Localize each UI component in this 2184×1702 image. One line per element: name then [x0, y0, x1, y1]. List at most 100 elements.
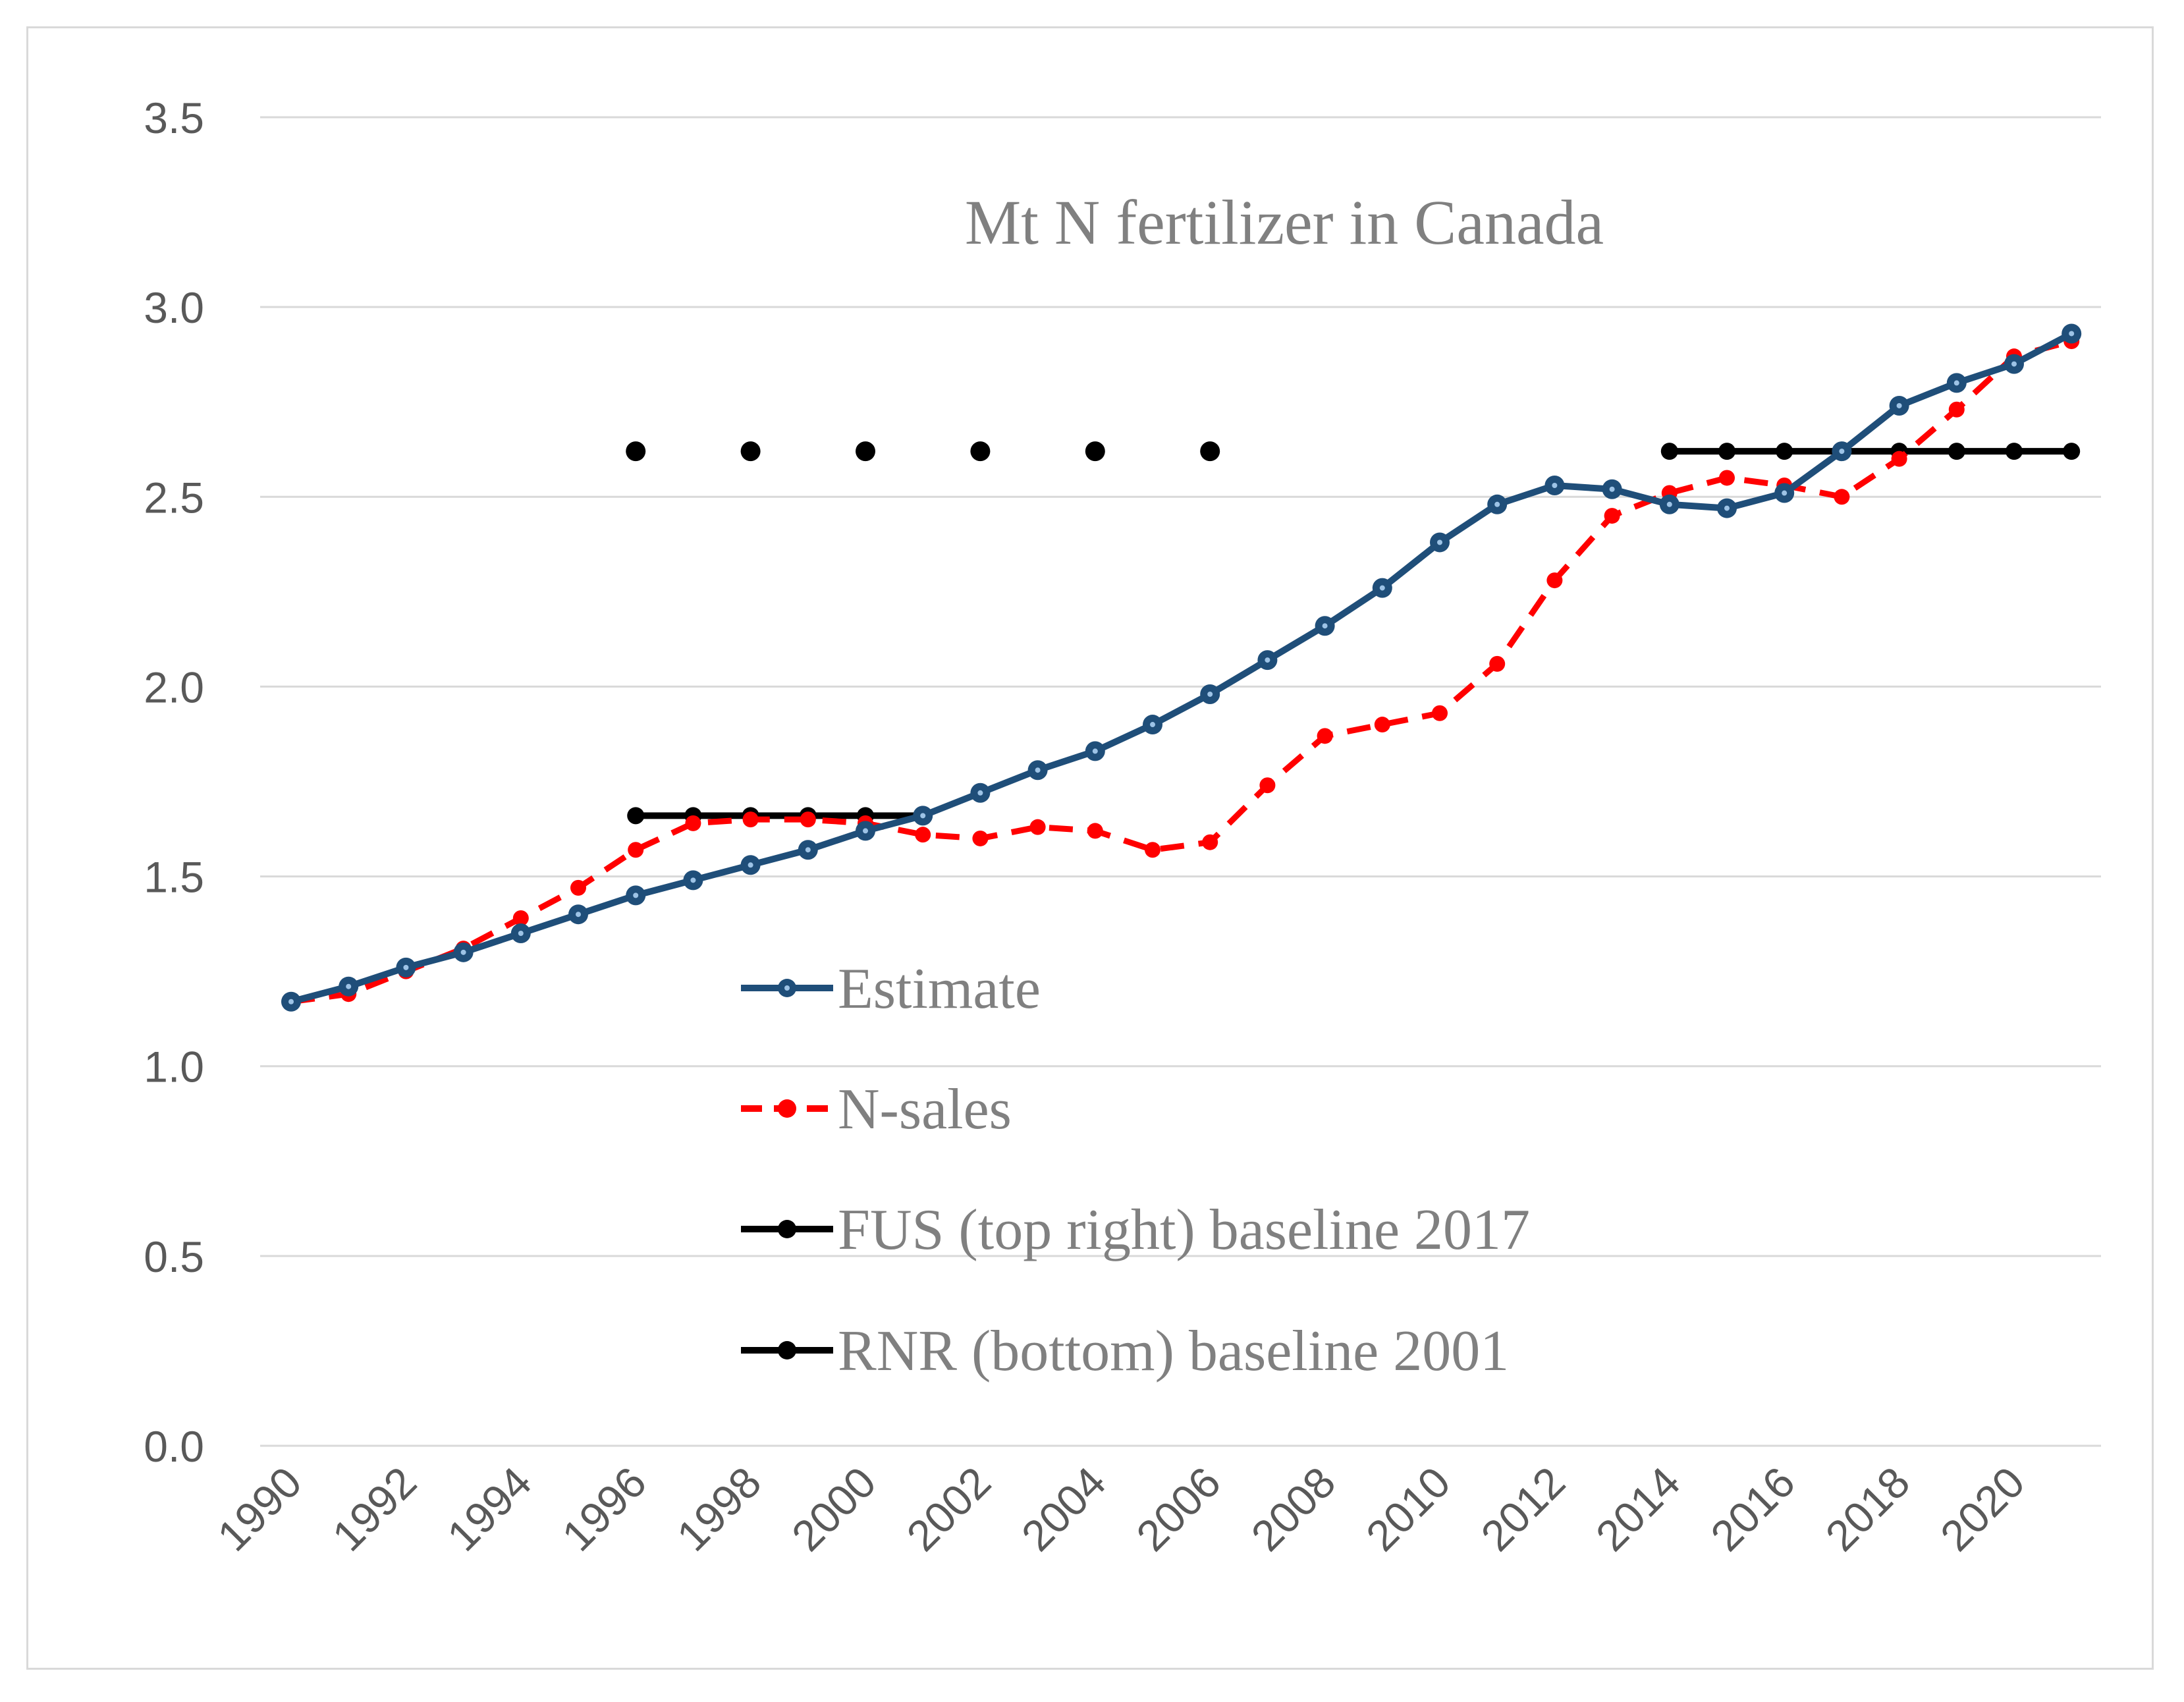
data-point: [742, 811, 759, 828]
data-point-center: [1896, 402, 1902, 408]
x-axis-ticks: 1990 1992 1994 1996 1998 2000 2002 2004 2006 2008…: [208, 1458, 2034, 1560]
x-tick-label: 2002: [897, 1458, 1000, 1560]
data-point: [800, 811, 816, 828]
data-point-center: [633, 892, 639, 898]
data-point: [972, 830, 989, 846]
data-point: [512, 910, 529, 926]
x-tick-label: 1992: [323, 1458, 425, 1560]
data-point-center: [1782, 490, 1788, 496]
data-point-center: [1322, 623, 1328, 629]
x-tick-label: 2020: [1931, 1458, 2034, 1560]
y-tick-label: 1.0: [144, 1043, 204, 1091]
data-point-center: [690, 877, 696, 883]
data-point-center: [977, 790, 983, 796]
x-tick-label: 2000: [782, 1458, 885, 1560]
data-point: [1200, 441, 1220, 462]
series-rnr-bottom-baseline-2001: [627, 807, 932, 825]
x-tick-label: 2004: [1012, 1458, 1115, 1560]
data-point-center: [1494, 501, 1500, 507]
data-point: [1432, 705, 1448, 721]
data-point: [1259, 777, 1276, 794]
data-point: [1660, 443, 1678, 460]
x-tick-label: 1990: [208, 1458, 311, 1560]
data-point: [1891, 451, 1907, 467]
series-dots: [626, 441, 1220, 462]
data-point: [626, 441, 646, 462]
data-point-center: [1839, 449, 1845, 454]
y-tick-label: 3.0: [144, 283, 204, 332]
legend-label: RNR (bottom) baseline 2001: [838, 1319, 1509, 1383]
y-tick-label: 2.5: [144, 473, 204, 522]
data-point: [1948, 401, 1965, 418]
x-tick-label: 2018: [1816, 1458, 1919, 1560]
data-point: [1085, 441, 1105, 462]
data-point-center: [518, 931, 524, 937]
data-point-center: [1724, 505, 1730, 511]
series-line: [290, 338, 2073, 1005]
y-tick-label: 0.5: [144, 1232, 204, 1281]
data-point-center: [748, 862, 753, 868]
legend-item: RNR (bottom) baseline 2001: [741, 1319, 1509, 1383]
x-tick-label: 2016: [1701, 1458, 1804, 1560]
data-point: [970, 441, 991, 462]
data-point-center: [288, 999, 294, 1004]
data-point-center: [1207, 691, 1213, 697]
data-point-center: [460, 949, 466, 955]
chart-frame: [26, 26, 2154, 1670]
data-point-center: [1035, 767, 1041, 773]
y-axis-ticks: 0.0 0.5 1.0 1.5 2.0 2.5 3.0 3.5: [144, 94, 204, 1471]
data-point-center: [1265, 657, 1270, 663]
data-point-center: [346, 983, 352, 989]
series-layer: [281, 323, 2082, 1012]
data-point-center: [2069, 331, 2075, 337]
data-point-center: [1552, 482, 1558, 488]
data-point-center: [403, 964, 409, 970]
legend-label: FUS (top right) baseline 2017: [838, 1198, 1530, 1262]
x-tick-label: 2012: [1471, 1458, 1574, 1560]
legend-swatch-marker: [778, 1341, 796, 1359]
data-point: [1029, 819, 1046, 835]
legend-item: Estimate: [741, 957, 1041, 1021]
data-point: [1202, 834, 1218, 850]
data-point: [627, 807, 645, 825]
legend-swatch-marker: [778, 1099, 796, 1118]
data-point: [1718, 443, 1735, 460]
x-tick-label: 1994: [438, 1458, 541, 1560]
data-point-center: [1953, 380, 1959, 386]
x-tick-label: 2008: [1242, 1458, 1344, 1560]
data-point: [856, 441, 875, 462]
series-n-sales: [283, 333, 2080, 1010]
x-tick-label: 1998: [667, 1458, 770, 1560]
series-fus-top-right-baseline-2017: [1660, 443, 2081, 460]
legend: Estimate N-sales FUS (top right) baseline …: [741, 957, 1530, 1383]
legend-label: N-sales: [838, 1078, 1012, 1141]
y-tick-label: 0.0: [144, 1422, 204, 1471]
chart-title: Mt N fertilizer in Canada: [965, 187, 1604, 258]
legend-item: N-sales: [741, 1078, 1012, 1141]
data-point-center: [863, 828, 868, 834]
data-point: [1317, 728, 1333, 744]
data-point: [1948, 443, 1965, 460]
data-point: [1719, 470, 1735, 486]
legend-label: Estimate: [838, 957, 1041, 1021]
data-point-center: [1379, 585, 1385, 591]
data-point-center: [1092, 748, 1098, 754]
data-point: [1546, 572, 1563, 589]
series-line: [290, 331, 2073, 1005]
data-point: [1776, 443, 1793, 460]
data-point-center: [920, 813, 926, 819]
y-tick-label: 2.0: [144, 663, 204, 711]
data-point-center: [576, 912, 581, 918]
data-point-center: [1150, 722, 1155, 728]
x-tick-label: 2006: [1127, 1458, 1230, 1560]
data-point: [1604, 508, 1620, 524]
data-point: [915, 827, 931, 843]
data-point: [1489, 655, 1506, 672]
data-point: [1145, 842, 1160, 858]
data-point-center: [805, 847, 811, 853]
legend-swatch-marker-center: [784, 985, 790, 991]
x-tick-label: 1996: [553, 1458, 655, 1560]
data-point: [2063, 443, 2081, 460]
data-point: [1374, 717, 1390, 733]
x-tick-label: 2010: [1357, 1458, 1460, 1560]
